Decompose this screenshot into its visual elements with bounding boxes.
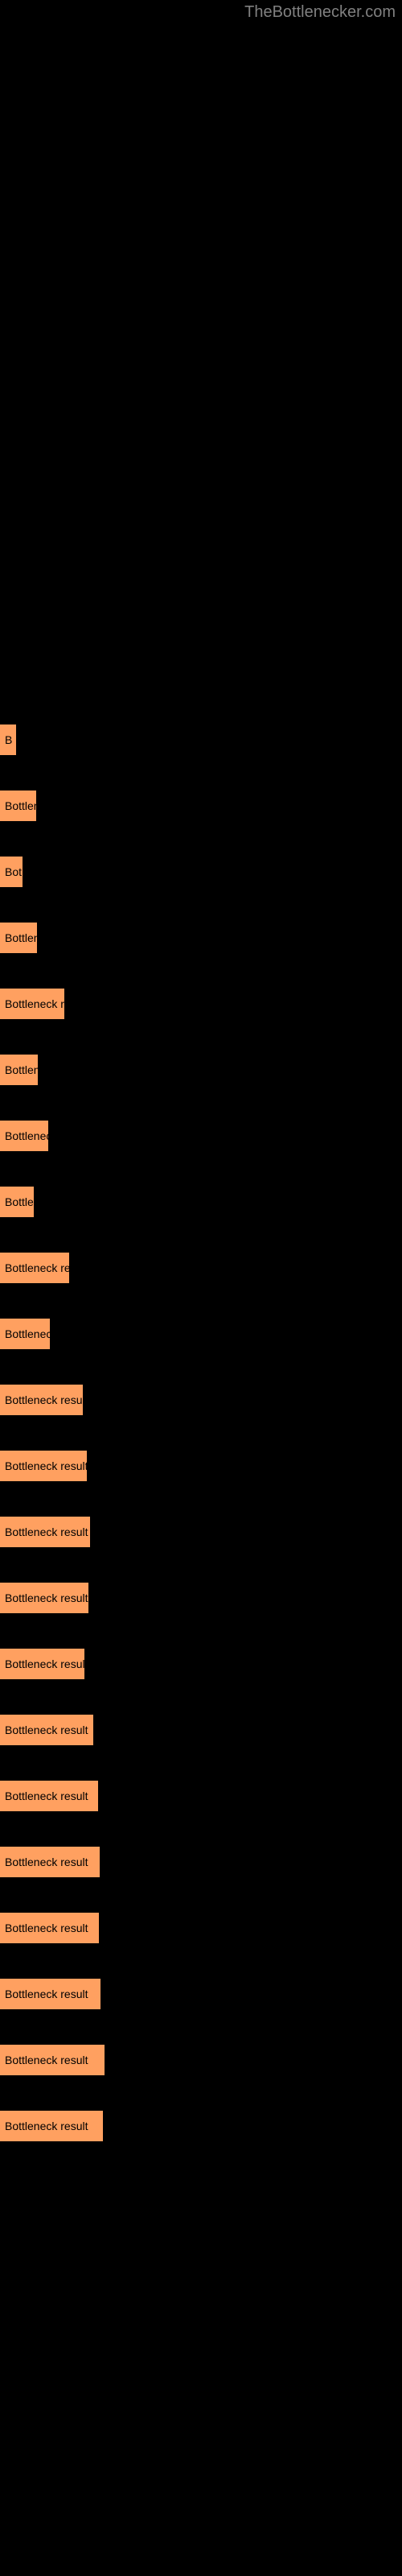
bar: Bottleneck result [0,1451,87,1481]
bar-row: Bottlen [0,923,402,953]
bar-row: Bottleneck result [0,1583,402,1613]
bar-row: Bottleneck result [0,1979,402,2009]
bar: Bottleneck r [0,989,64,1019]
bar: Bottleneck result [0,1583,88,1613]
bar-row: Bottle [0,1187,402,1217]
bar: Bottlenec [0,1319,50,1349]
bar-row: Bottleneck resul [0,1385,402,1415]
bar: Bottleneck result [0,2111,103,2141]
bar: Bottlenec [0,1121,48,1151]
bar: Bottleneck resul [0,1385,83,1415]
bar: Bottleneck result [0,1847,100,1877]
bar-row: Bottleneck result [0,2111,402,2141]
bar: Bottleneck result [0,1781,98,1811]
bar-row: Bottleneck result [0,1715,402,1745]
bar: Bottlen [0,923,37,953]
bar-row: Bottleneck re [0,1253,402,1283]
bar-row: Bottlen [0,1055,402,1085]
bar-row: Bottleneck result [0,1847,402,1877]
bar: Bottle [0,1187,34,1217]
bar-row: B [0,724,402,755]
bar: Bot [0,857,23,887]
bar-row: Bottleneck result [0,1451,402,1481]
bar-row: Bottleneck result [0,1781,402,1811]
bar-row: Bottleneck result [0,1517,402,1547]
watermark: TheBottlenecker.com [244,3,396,22]
bar-row: Bottleneck result [0,2045,402,2075]
bar-row: Bottlenec [0,1319,402,1349]
bar: Bottleneck result [0,2045,105,2075]
bar-row: Bottleneck resul [0,1649,402,1679]
bar: Bottleneck result [0,1517,90,1547]
bar-row: Bottleneck r [0,989,402,1019]
bar: Bottlen [0,791,36,821]
bar-row: Bottlen [0,791,402,821]
bar-row: Bottleneck result [0,1913,402,1943]
bar: Bottlen [0,1055,38,1085]
bar-chart: B Bottlen Bot Bottlen Bottleneck r Bottlen Bot… [0,0,402,2141]
bar: Bottleneck result [0,1715,93,1745]
bar: Bottleneck result [0,1979,100,2009]
bar: Bottleneck result [0,1913,99,1943]
bar: Bottleneck re [0,1253,69,1283]
bar-row: Bot [0,857,402,887]
bar: Bottleneck resul [0,1649,84,1679]
bar-row: Bottlenec [0,1121,402,1151]
bar: B [0,724,16,755]
